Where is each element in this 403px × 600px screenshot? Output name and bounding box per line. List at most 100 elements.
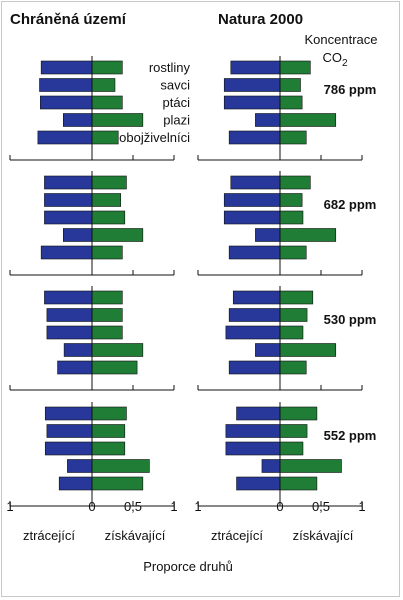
bar-losing-c1-p2-r2 — [225, 325, 281, 340]
bar-losing-c1-p1-r3 — [255, 228, 281, 242]
legend-formula: CO — [322, 50, 342, 65]
x-tick-label: 1 — [6, 499, 13, 514]
bar-gaining-c0-p2-r0 — [91, 290, 123, 305]
bar-losing-c1-p2-r3 — [255, 343, 281, 357]
bar-gaining-c0-p0-r2 — [91, 95, 123, 110]
legend-co2: CO2 — [322, 50, 348, 69]
bar-gaining-c1-p0-r1 — [279, 78, 301, 92]
bar-gaining-c1-p0-r0 — [279, 60, 311, 75]
legend-subscript: 2 — [342, 58, 348, 69]
bar-losing-c0-p3-r0 — [44, 406, 93, 421]
bar-gaining-c1-p2-r4 — [279, 360, 307, 375]
bar-losing-c0-p0-r1 — [39, 78, 93, 92]
bar-losing-c0-p1-r0 — [44, 175, 93, 190]
bar-gaining-c0-p2-r1 — [91, 308, 123, 322]
category-label: savci — [160, 78, 190, 93]
bar-losing-c0-p3-r4 — [58, 476, 93, 491]
bar-losing-c1-p3-r3 — [261, 459, 281, 473]
legend-title: Koncentrace — [305, 32, 378, 47]
x-tick-label: 1 — [170, 499, 177, 514]
x-tick-label: 1 — [194, 499, 201, 514]
x-tick-label: 0 — [88, 499, 95, 514]
bar-gaining-c0-p0-r4 — [91, 130, 119, 145]
bar-losing-c1-p2-r0 — [232, 290, 281, 305]
bar-losing-c0-p1-r2 — [44, 210, 93, 225]
bar-gaining-c0-p1-r2 — [91, 210, 126, 225]
bar-losing-c1-p1-r0 — [230, 175, 281, 190]
bar-losing-c0-p3-r3 — [67, 459, 93, 473]
bar-losing-c0-p0-r3 — [62, 113, 93, 127]
bar-gaining-c1-p2-r0 — [279, 290, 314, 305]
category-label: obojživelníci — [119, 130, 190, 145]
bar-losing-c0-p3-r2 — [44, 441, 93, 456]
chart-marks: rostliny savci ptáci plazi obojživelníci 1 0 0,… — [6, 56, 376, 543]
bar-losing-c0-p0-r2 — [40, 95, 93, 110]
concentration-label: 682 ppm — [324, 197, 377, 212]
category-label: ptáci — [163, 95, 191, 110]
category-label: plazi — [163, 113, 190, 128]
bar-gaining-c1-p0-r2 — [279, 95, 303, 110]
x-tick-label: 0,5 — [124, 499, 142, 514]
bar-gaining-c1-p2-r1 — [279, 308, 308, 322]
bar-losing-c0-p2-r0 — [44, 290, 93, 305]
concentration-label: 552 ppm — [324, 428, 377, 443]
bar-losing-c0-p0-r0 — [40, 60, 93, 75]
bar-losing-c1-p3-r1 — [225, 424, 281, 438]
bar-gaining-c1-p0-r4 — [279, 130, 307, 145]
concentration-label: 786 ppm — [324, 82, 377, 97]
x-tick-label: 0,5 — [312, 499, 330, 514]
bar-losing-c1-p3-r0 — [236, 406, 281, 421]
bar-gaining-c0-p0-r0 — [91, 60, 123, 75]
bar-gaining-c1-p3-r2 — [279, 441, 304, 456]
bar-losing-c1-p2-r1 — [228, 308, 281, 322]
bar-gaining-c1-p3-r0 — [279, 406, 318, 421]
x-label-losing: ztrácející — [23, 528, 75, 543]
x-label-gaining: získávající — [293, 528, 354, 543]
bar-losing-c0-p2-r1 — [46, 308, 93, 322]
bar-losing-c1-p1-r4 — [228, 245, 281, 260]
bar-gaining-c1-p3-r1 — [279, 424, 308, 438]
bar-losing-c1-p0-r2 — [223, 95, 281, 110]
bar-gaining-c1-p2-r3 — [279, 343, 337, 357]
bar-gaining-c0-p2-r2 — [91, 325, 123, 340]
bar-gaining-c0-p1-r0 — [91, 175, 127, 190]
bar-gaining-c1-p0-r3 — [279, 113, 337, 127]
bar-gaining-c0-p3-r3 — [91, 459, 150, 473]
bar-losing-c0-p2-r3 — [63, 343, 93, 357]
bar-losing-c0-p3-r1 — [46, 424, 93, 438]
bar-gaining-c1-p1-r3 — [279, 228, 337, 242]
x-tick-label: 1 — [358, 499, 365, 514]
bar-gaining-c1-p1-r1 — [279, 193, 303, 207]
bar-losing-c1-p1-r1 — [223, 193, 281, 207]
bar-losing-c0-p1-r1 — [44, 193, 93, 207]
bar-gaining-c0-p3-r0 — [91, 406, 127, 421]
bar-losing-c0-p1-r4 — [40, 245, 93, 260]
bar-gaining-c1-p1-r4 — [279, 245, 307, 260]
bar-losing-c1-p3-r4 — [236, 476, 281, 491]
bar-losing-c0-p2-r2 — [46, 325, 93, 340]
bar-gaining-c0-p3-r1 — [91, 424, 126, 438]
title-right: Natura 2000 — [218, 11, 303, 28]
category-label: rostliny — [149, 60, 191, 75]
bar-losing-c1-p0-r3 — [255, 113, 281, 127]
bar-gaining-c1-p1-r0 — [279, 175, 311, 190]
bar-losing-c1-p0-r0 — [230, 60, 281, 75]
bar-gaining-c1-p1-r2 — [279, 210, 304, 225]
bar-gaining-c0-p1-r1 — [91, 193, 122, 207]
bar-gaining-c0-p0-r1 — [91, 78, 116, 92]
bar-gaining-c0-p3-r4 — [91, 476, 144, 491]
bar-gaining-c0-p1-r3 — [91, 228, 144, 242]
bar-gaining-c0-p2-r4 — [91, 360, 138, 375]
bar-gaining-c0-p1-r4 — [91, 245, 123, 260]
bar-gaining-c0-p2-r3 — [91, 343, 144, 357]
x-tick-label: 0 — [276, 499, 283, 514]
bar-gaining-c0-p3-r2 — [91, 441, 126, 456]
bar-losing-c1-p0-r1 — [223, 78, 281, 92]
bar-losing-c1-p1-r2 — [223, 210, 281, 225]
x-label-gaining: získávající — [105, 528, 166, 543]
bar-gaining-c0-p0-r3 — [91, 113, 144, 127]
title-left: Chráněná území — [10, 11, 127, 28]
bar-losing-c1-p3-r2 — [225, 441, 281, 456]
